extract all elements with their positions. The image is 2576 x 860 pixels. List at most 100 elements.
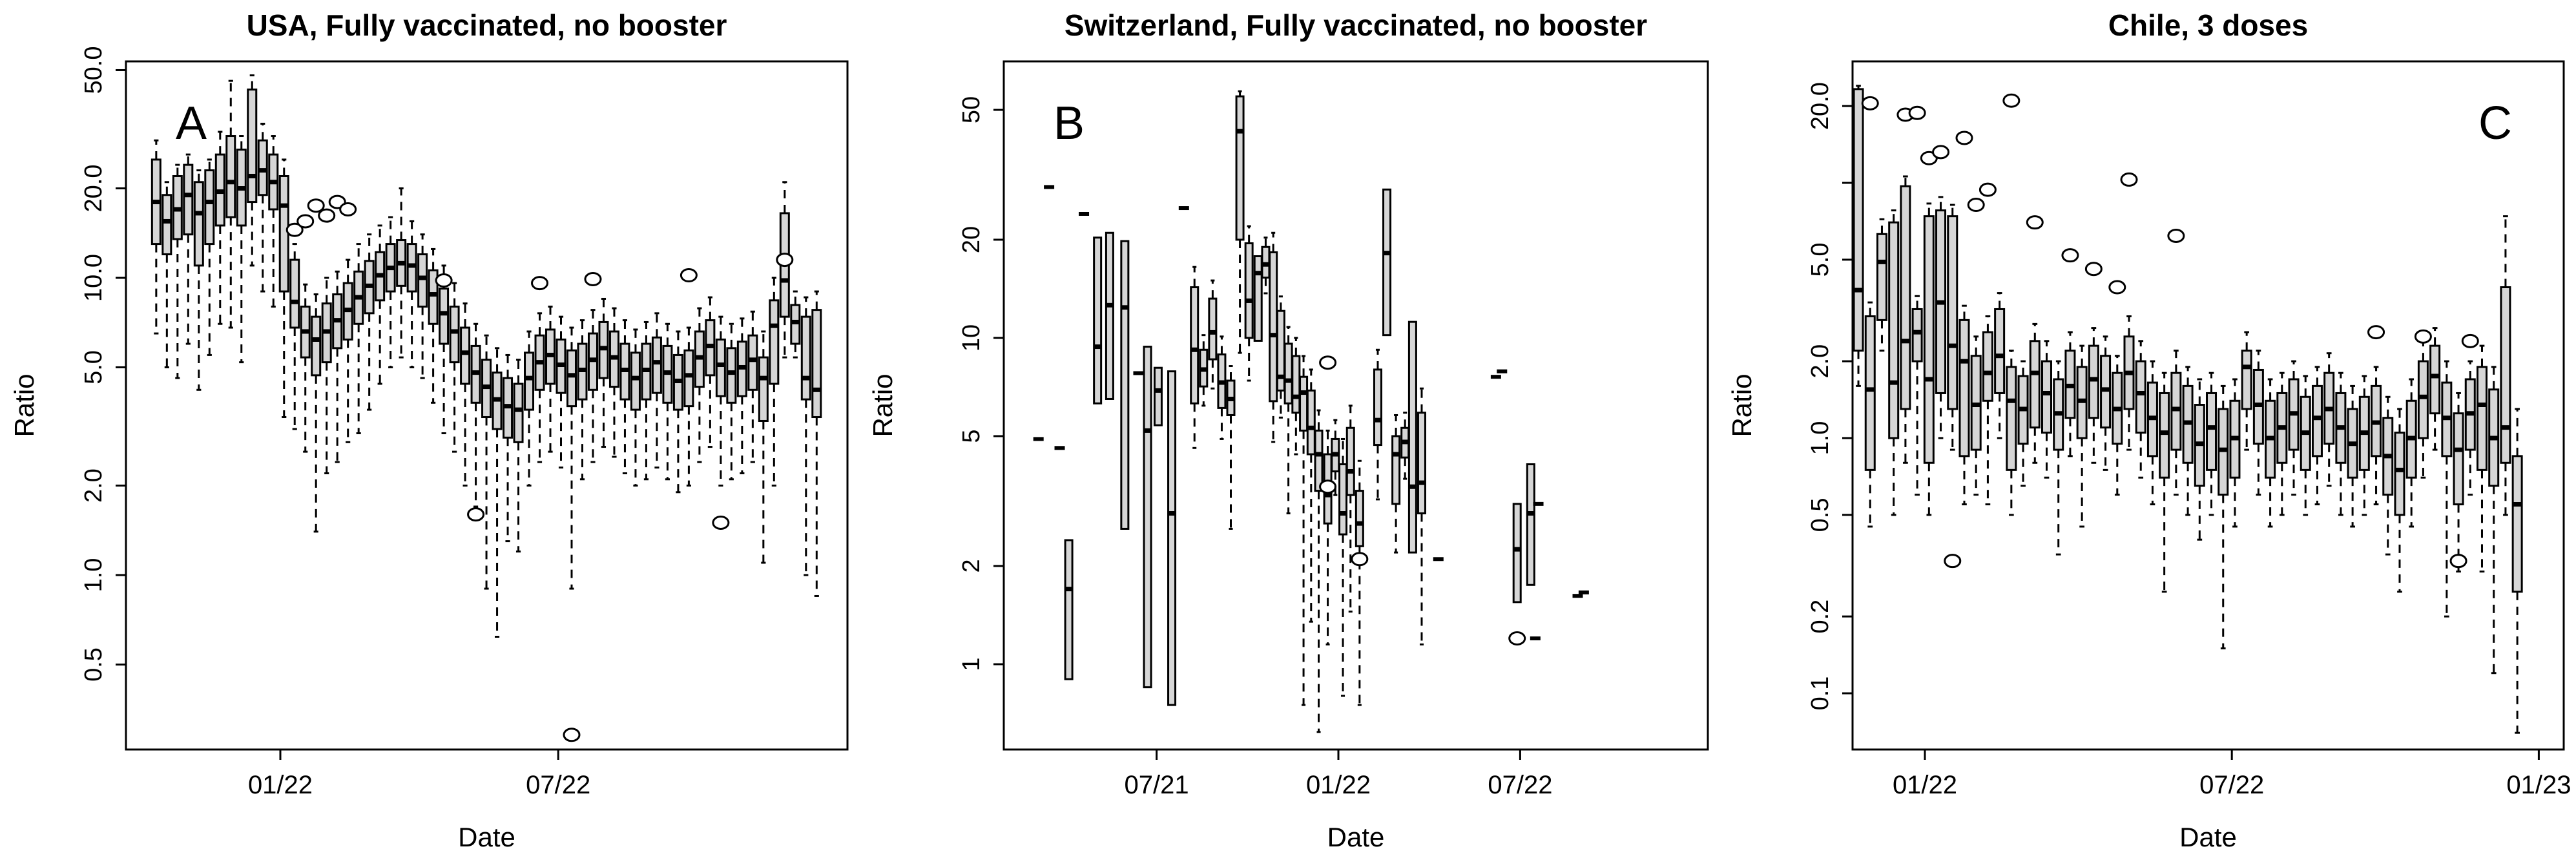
- box-iqr: [1153, 366, 1163, 426]
- x-tick-label: 07/22: [2199, 771, 2264, 799]
- box-iqr: [1338, 463, 1348, 536]
- outlier-circle: [339, 202, 357, 216]
- panel-letter: C: [2478, 98, 2512, 149]
- box-iqr: [1143, 346, 1152, 689]
- box-iqr: [2006, 366, 2017, 471]
- box-iqr: [460, 326, 471, 385]
- outlier-circle: [1319, 479, 1337, 494]
- y-tick-label: 0.2: [1807, 600, 1834, 634]
- box-iqr: [1911, 308, 1923, 362]
- box-iqr: [747, 334, 758, 391]
- box-iqr: [1314, 429, 1324, 492]
- data-point-dash: [1079, 211, 1090, 216]
- y-tick-label: 5.0: [80, 350, 107, 384]
- box-iqr: [2394, 432, 2405, 516]
- x-axis-label: Date: [458, 822, 515, 852]
- box-iqr: [247, 89, 258, 204]
- box-iqr: [1876, 233, 1887, 321]
- outlier-circle: [531, 276, 549, 291]
- box-iqr: [2241, 350, 2252, 410]
- outlier-circle: [1861, 96, 1879, 110]
- y-tick-label: 1.0: [1807, 421, 1834, 456]
- outlier-circle: [2449, 554, 2467, 569]
- box-iqr: [2029, 340, 2041, 429]
- box-iqr: [2429, 344, 2441, 415]
- box-iqr: [417, 253, 428, 308]
- box-iqr: [1208, 297, 1218, 361]
- outlier-circle: [1932, 145, 1950, 160]
- data-point-dash: [1433, 557, 1444, 561]
- y-tick-label: 0.5: [1807, 498, 1834, 532]
- box-iqr: [1269, 251, 1278, 403]
- y-tick-label: 5: [958, 429, 985, 443]
- boxplot-panel-switzerland: Switzerland, Fully vaccinated, no booste…: [867, 8, 1709, 852]
- y-tick-label: 20.0: [80, 165, 107, 213]
- panel-letter: B: [1054, 98, 1085, 149]
- plot-border: [1002, 60, 1709, 751]
- x-tick-label: 07/22: [1488, 771, 1552, 799]
- outlier-circle: [2367, 325, 2385, 340]
- box-iqr: [1120, 240, 1130, 530]
- box-iqr: [1093, 236, 1103, 404]
- plot-border: [1851, 60, 2565, 751]
- data-point-dash: [1578, 590, 1589, 594]
- outlier-circle: [2108, 280, 2126, 295]
- box-iqr: [1345, 426, 1355, 496]
- data-point-dash: [1490, 375, 1501, 379]
- box-iqr: [449, 306, 460, 364]
- box-iqr: [1382, 188, 1392, 337]
- box-iqr: [1526, 463, 1535, 586]
- box-iqr: [683, 349, 694, 408]
- y-tick-label: 10: [958, 324, 985, 351]
- boxplot-panel-usa: USA, Fully vaccinated, no booster A Ratio D…: [9, 8, 849, 852]
- box-iqr: [289, 258, 300, 329]
- outlier-circle: [2461, 333, 2479, 348]
- outlier-circle: [584, 272, 602, 287]
- outlier-circle: [2167, 229, 2185, 244]
- data-point-dash: [1033, 437, 1044, 441]
- box-iqr: [2500, 286, 2511, 464]
- outlier-circle: [712, 515, 730, 530]
- box-iqr: [769, 299, 780, 385]
- box-iqr: [257, 139, 268, 196]
- box-iqr: [2453, 412, 2464, 506]
- chart-title: Switzerland, Fully vaccinated, no booste…: [1065, 8, 1647, 42]
- box-iqr: [1391, 435, 1401, 505]
- box-iqr: [630, 351, 641, 411]
- box-iqr: [1407, 320, 1417, 554]
- panel-letter: A: [176, 98, 207, 149]
- outlier-circle: [2120, 172, 2138, 187]
- box-iqr: [811, 309, 822, 419]
- outlier-circle: [776, 253, 794, 267]
- box-iqr: [2476, 366, 2488, 471]
- x-tick-label: 07/21: [1125, 771, 1189, 799]
- box-iqr: [1958, 319, 1970, 457]
- box-iqr: [790, 304, 801, 345]
- box-iqr: [1355, 490, 1364, 547]
- box-iqr: [566, 349, 577, 408]
- box-iqr: [439, 288, 450, 345]
- box-iqr: [1853, 88, 1864, 352]
- box-iqr: [1994, 308, 2006, 394]
- box-iqr: [2170, 372, 2182, 451]
- y-tick-label: 1: [958, 657, 985, 671]
- box-iqr: [2417, 360, 2429, 439]
- box-iqr: [1512, 503, 1522, 603]
- box-iqr: [715, 338, 726, 397]
- y-tick-label: 5.0: [1807, 242, 1834, 277]
- y-axis-label: Ratio: [9, 373, 39, 437]
- y-tick-label: 1.0: [80, 558, 107, 593]
- box-iqr: [1864, 315, 1876, 471]
- y-tick-label: 10.0: [80, 254, 107, 302]
- outlier-circle: [1508, 631, 1526, 646]
- outlier-circle: [2414, 329, 2432, 344]
- y-tick-label: 2: [958, 559, 985, 572]
- box-iqr: [1923, 215, 1935, 464]
- box-iqr: [1105, 231, 1114, 400]
- box-iqr: [2311, 384, 2323, 457]
- box-iqr: [1167, 370, 1177, 706]
- box-iqr: [1064, 539, 1074, 680]
- box-iqr: [1888, 221, 1900, 439]
- box-iqr: [161, 194, 172, 256]
